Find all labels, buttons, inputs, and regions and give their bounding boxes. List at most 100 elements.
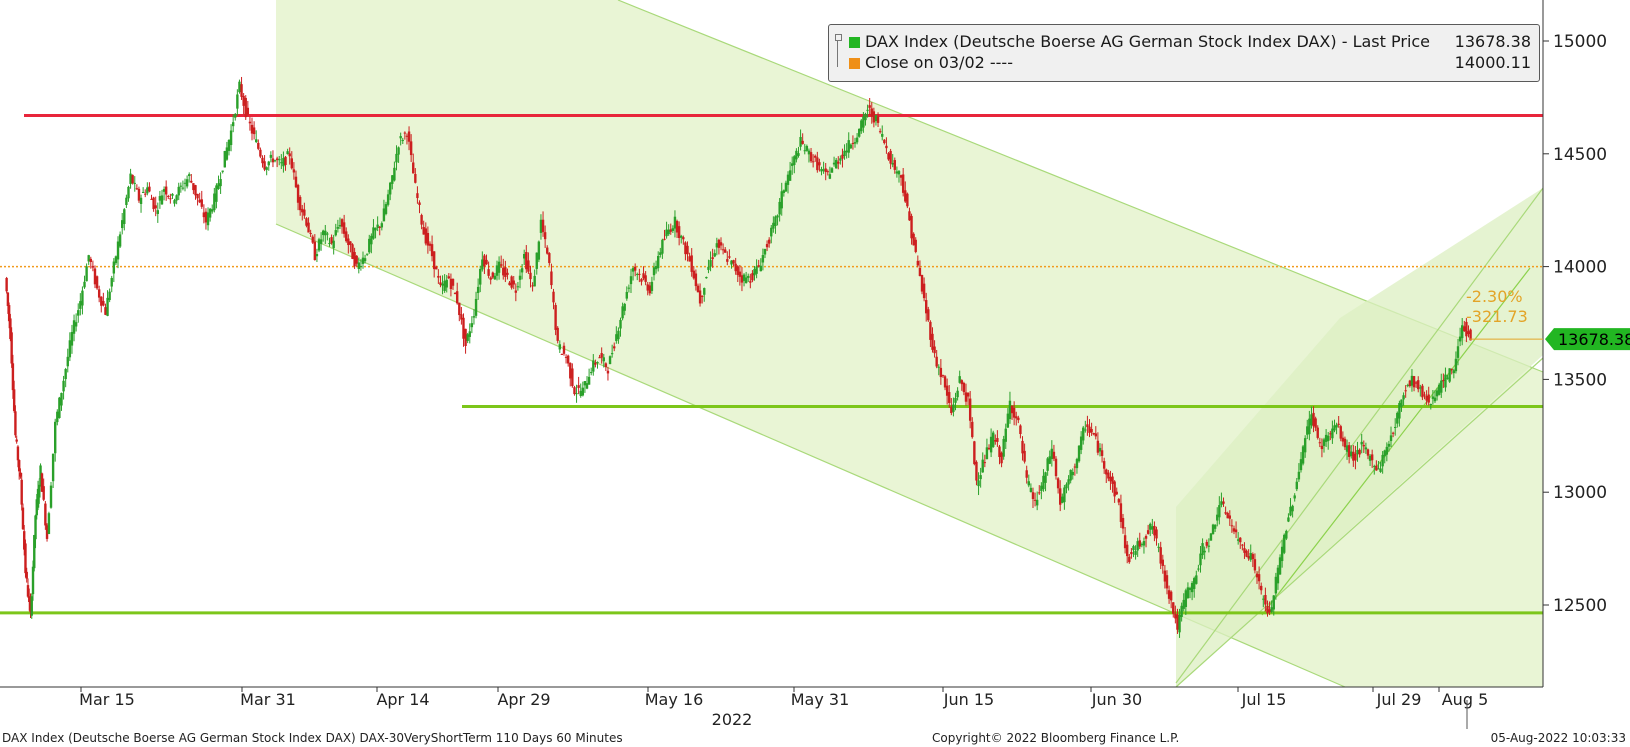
candle-body [175, 195, 178, 201]
candle-body [767, 239, 771, 244]
candle-body [315, 254, 319, 257]
candle-body [554, 305, 557, 330]
candle-body [1098, 447, 1102, 452]
candle-body [843, 150, 846, 157]
candle-body [311, 236, 314, 243]
candle-body [240, 84, 243, 97]
candle-body [1251, 554, 1255, 560]
candle-body [44, 503, 47, 526]
candle-body [700, 295, 704, 297]
candle-body [669, 229, 672, 232]
candle-body [996, 438, 999, 442]
candle-body [730, 260, 733, 265]
candle-body [793, 156, 796, 165]
candle-body [303, 209, 306, 216]
candle-body [1322, 439, 1326, 446]
candle-body [1341, 437, 1345, 442]
candle-body [144, 193, 147, 195]
candle-body [826, 171, 829, 173]
candle-body [1469, 329, 1472, 341]
candle-body [782, 190, 786, 193]
y-tick-label: 14500 [1553, 145, 1607, 165]
candle-body [541, 219, 545, 232]
candle-body [1027, 481, 1030, 486]
candle-body [31, 566, 35, 595]
candle-body [64, 369, 67, 380]
candle-body [167, 195, 170, 197]
x-tick-label: Jul 29 [1376, 690, 1422, 709]
candle-body [918, 267, 922, 276]
candle-body [252, 127, 256, 135]
candle-body [1184, 590, 1188, 608]
candle-body [682, 237, 685, 240]
candle-body [1247, 556, 1250, 559]
candle-body [1105, 469, 1108, 475]
candle-body [1126, 544, 1129, 557]
candle-body [1146, 530, 1150, 534]
candle-body [217, 183, 220, 189]
candles [5, 76, 1472, 638]
candle-body [1132, 546, 1135, 551]
candle-body [1270, 607, 1273, 612]
candle-body [1000, 452, 1003, 464]
candle-body [506, 272, 509, 275]
candle-body [816, 157, 819, 171]
candle-body [273, 160, 277, 162]
candle-body [200, 199, 203, 207]
candle-body [1268, 609, 1271, 613]
candle-body [801, 140, 804, 144]
candle-body [858, 128, 861, 137]
candle-body [1373, 466, 1376, 468]
candle-body [1044, 472, 1047, 483]
candle-body [709, 260, 712, 267]
candle-body [1377, 468, 1380, 470]
candle-body [35, 499, 38, 516]
candle-body [173, 200, 176, 204]
candle-body [952, 404, 955, 412]
candle-body [1239, 537, 1242, 543]
legend-row-last-price: DAX Index (Deutsche Boerse AG German Sto… [849, 32, 1531, 52]
candle-body [713, 253, 716, 257]
candle-body [707, 266, 710, 270]
candle-body [1019, 425, 1022, 435]
candle-body [332, 240, 335, 249]
candle-body [491, 272, 494, 278]
candle-body [1463, 326, 1466, 332]
candle-body [1155, 529, 1158, 539]
candle-body [104, 307, 107, 315]
candle-body [1054, 458, 1058, 477]
candle-body [447, 276, 451, 279]
candle-body [1025, 470, 1028, 478]
candle-body [229, 130, 233, 146]
candle-body [956, 390, 959, 398]
candle-body [1241, 544, 1244, 546]
candle-body [62, 380, 65, 392]
candle-body [594, 362, 597, 365]
candle-body [87, 255, 90, 262]
candle-body [1461, 325, 1464, 339]
candle-body [271, 158, 275, 163]
candle-body [640, 279, 643, 282]
candle-body [621, 306, 624, 319]
annotations: -2.30%-321.73 13678.38 [1466, 287, 1630, 351]
candle-body [1113, 481, 1116, 497]
candle-body [550, 271, 553, 286]
candle-body [269, 154, 273, 158]
candle-body [1230, 525, 1234, 527]
candle-body [633, 266, 637, 271]
candle-body [998, 446, 1001, 458]
candle-body [1163, 570, 1167, 582]
candle-body [412, 162, 415, 174]
candle-body [694, 273, 698, 287]
candle-body [981, 459, 984, 473]
candle-body [1107, 472, 1110, 479]
candle-body [1329, 433, 1332, 435]
candle-body [1465, 321, 1468, 337]
candle-body [152, 197, 155, 210]
candle-body [1458, 336, 1462, 342]
candle-body [1339, 426, 1342, 439]
candle-body [1151, 526, 1154, 530]
candle-body [284, 156, 287, 166]
candle-body [786, 174, 790, 185]
candle-body [347, 238, 350, 246]
